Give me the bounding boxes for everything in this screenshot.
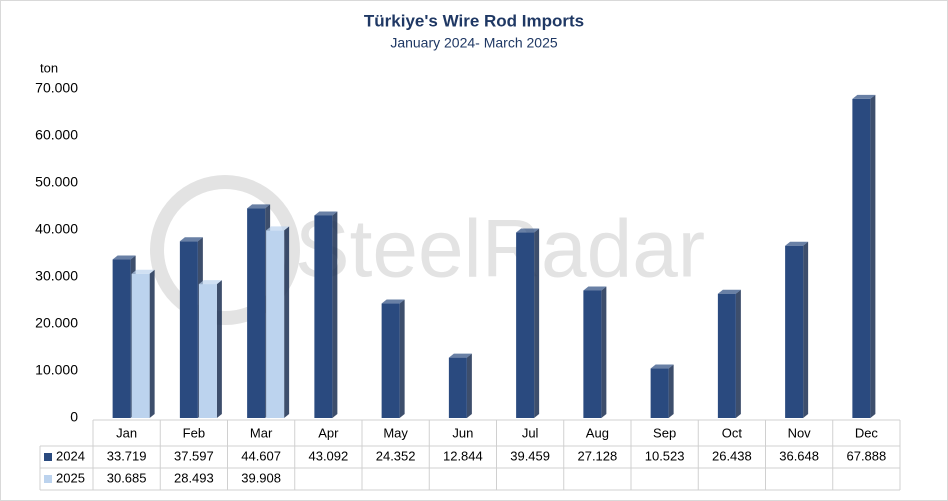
watermark-logo — [150, 175, 300, 325]
data-label: 67.888 — [846, 448, 886, 463]
bar — [448, 357, 467, 418]
y-tick-label: 10.000 — [35, 362, 78, 378]
data-label: 24.352 — [376, 448, 416, 463]
bar-side — [668, 364, 674, 418]
y-tick-label: 30.000 — [35, 268, 78, 284]
x-tick-label: Apr — [318, 425, 339, 440]
x-tick-label: Oct — [722, 425, 743, 440]
bar-side — [601, 286, 607, 418]
data-label: 36.648 — [779, 448, 819, 463]
bar — [266, 230, 285, 418]
bar — [179, 241, 198, 418]
bar — [785, 245, 804, 418]
data-label: 30.685 — [107, 470, 147, 485]
chart-title: Türkiye's Wire Rod Imports — [364, 11, 584, 30]
bar-top — [314, 211, 338, 216]
bar — [198, 284, 217, 418]
data-label: 43.092 — [308, 448, 348, 463]
bar-top — [266, 226, 290, 231]
bar — [314, 215, 333, 418]
bar-side — [149, 269, 155, 418]
x-tick-label: Jul — [522, 425, 539, 440]
bar-side — [735, 289, 741, 418]
legend-label: 2025 — [56, 470, 85, 485]
data-label: 39.908 — [241, 470, 281, 485]
data-label: 27.128 — [577, 448, 617, 463]
y-tick-label: 0 — [70, 409, 78, 425]
bar-top — [583, 286, 607, 291]
x-tick-label: Mar — [250, 425, 273, 440]
legend-swatch — [44, 475, 52, 483]
x-tick-label: Jan — [116, 425, 137, 440]
watermark: SteelRadar — [295, 204, 705, 295]
bar-side — [534, 228, 540, 418]
bar-top — [131, 269, 155, 274]
x-tick-label: Aug — [586, 425, 609, 440]
legend-label: 2024 — [56, 448, 85, 463]
bar-top — [448, 353, 472, 358]
y-tick-label: 20.000 — [35, 315, 78, 331]
data-label: 10.523 — [645, 448, 685, 463]
bar — [131, 273, 150, 418]
legend-swatch — [44, 453, 52, 461]
chart-subtitle: January 2024- March 2025 — [390, 35, 558, 51]
bar-side — [284, 226, 290, 418]
y-tick-label: 50.000 — [35, 174, 78, 190]
bar-side — [399, 299, 405, 418]
bar-side — [332, 211, 338, 418]
bar-top — [247, 204, 271, 209]
bar — [852, 98, 871, 419]
data-label: 33.719 — [107, 448, 147, 463]
bar-top — [852, 94, 876, 99]
bar — [381, 303, 400, 418]
bar-side — [216, 280, 222, 418]
bar — [650, 368, 669, 418]
data-label: 28.493 — [174, 470, 214, 485]
bar-top — [198, 280, 222, 285]
y-tick-label: 40.000 — [35, 221, 78, 237]
bar-top — [516, 228, 540, 233]
data-label: 39.459 — [510, 448, 550, 463]
bar-top — [717, 289, 741, 294]
y-axis-label: ton — [40, 60, 58, 75]
bar — [583, 290, 602, 418]
bar — [516, 232, 535, 418]
bar-top — [650, 364, 674, 369]
x-tick-label: Feb — [183, 425, 205, 440]
x-tick-label: Nov — [788, 425, 812, 440]
bar-side — [870, 94, 876, 419]
bar-side — [466, 353, 472, 418]
x-tick-label: May — [383, 425, 408, 440]
bar — [247, 208, 266, 418]
y-tick-label: 70.000 — [35, 80, 78, 96]
data-label: 12.844 — [443, 448, 483, 463]
x-tick-label: Sep — [653, 425, 676, 440]
data-label: 37.597 — [174, 448, 214, 463]
y-tick-label: 60.000 — [35, 127, 78, 143]
bar-top — [785, 241, 809, 246]
x-tick-label: Dec — [855, 425, 879, 440]
bar — [112, 259, 131, 418]
bar-side — [803, 241, 809, 418]
data-label: 26.438 — [712, 448, 752, 463]
x-tick-label: Jun — [452, 425, 473, 440]
bar-top — [381, 299, 405, 304]
bar — [717, 293, 736, 418]
data-label: 44.607 — [241, 448, 281, 463]
bar-top — [179, 237, 203, 242]
bar-top — [112, 255, 136, 260]
